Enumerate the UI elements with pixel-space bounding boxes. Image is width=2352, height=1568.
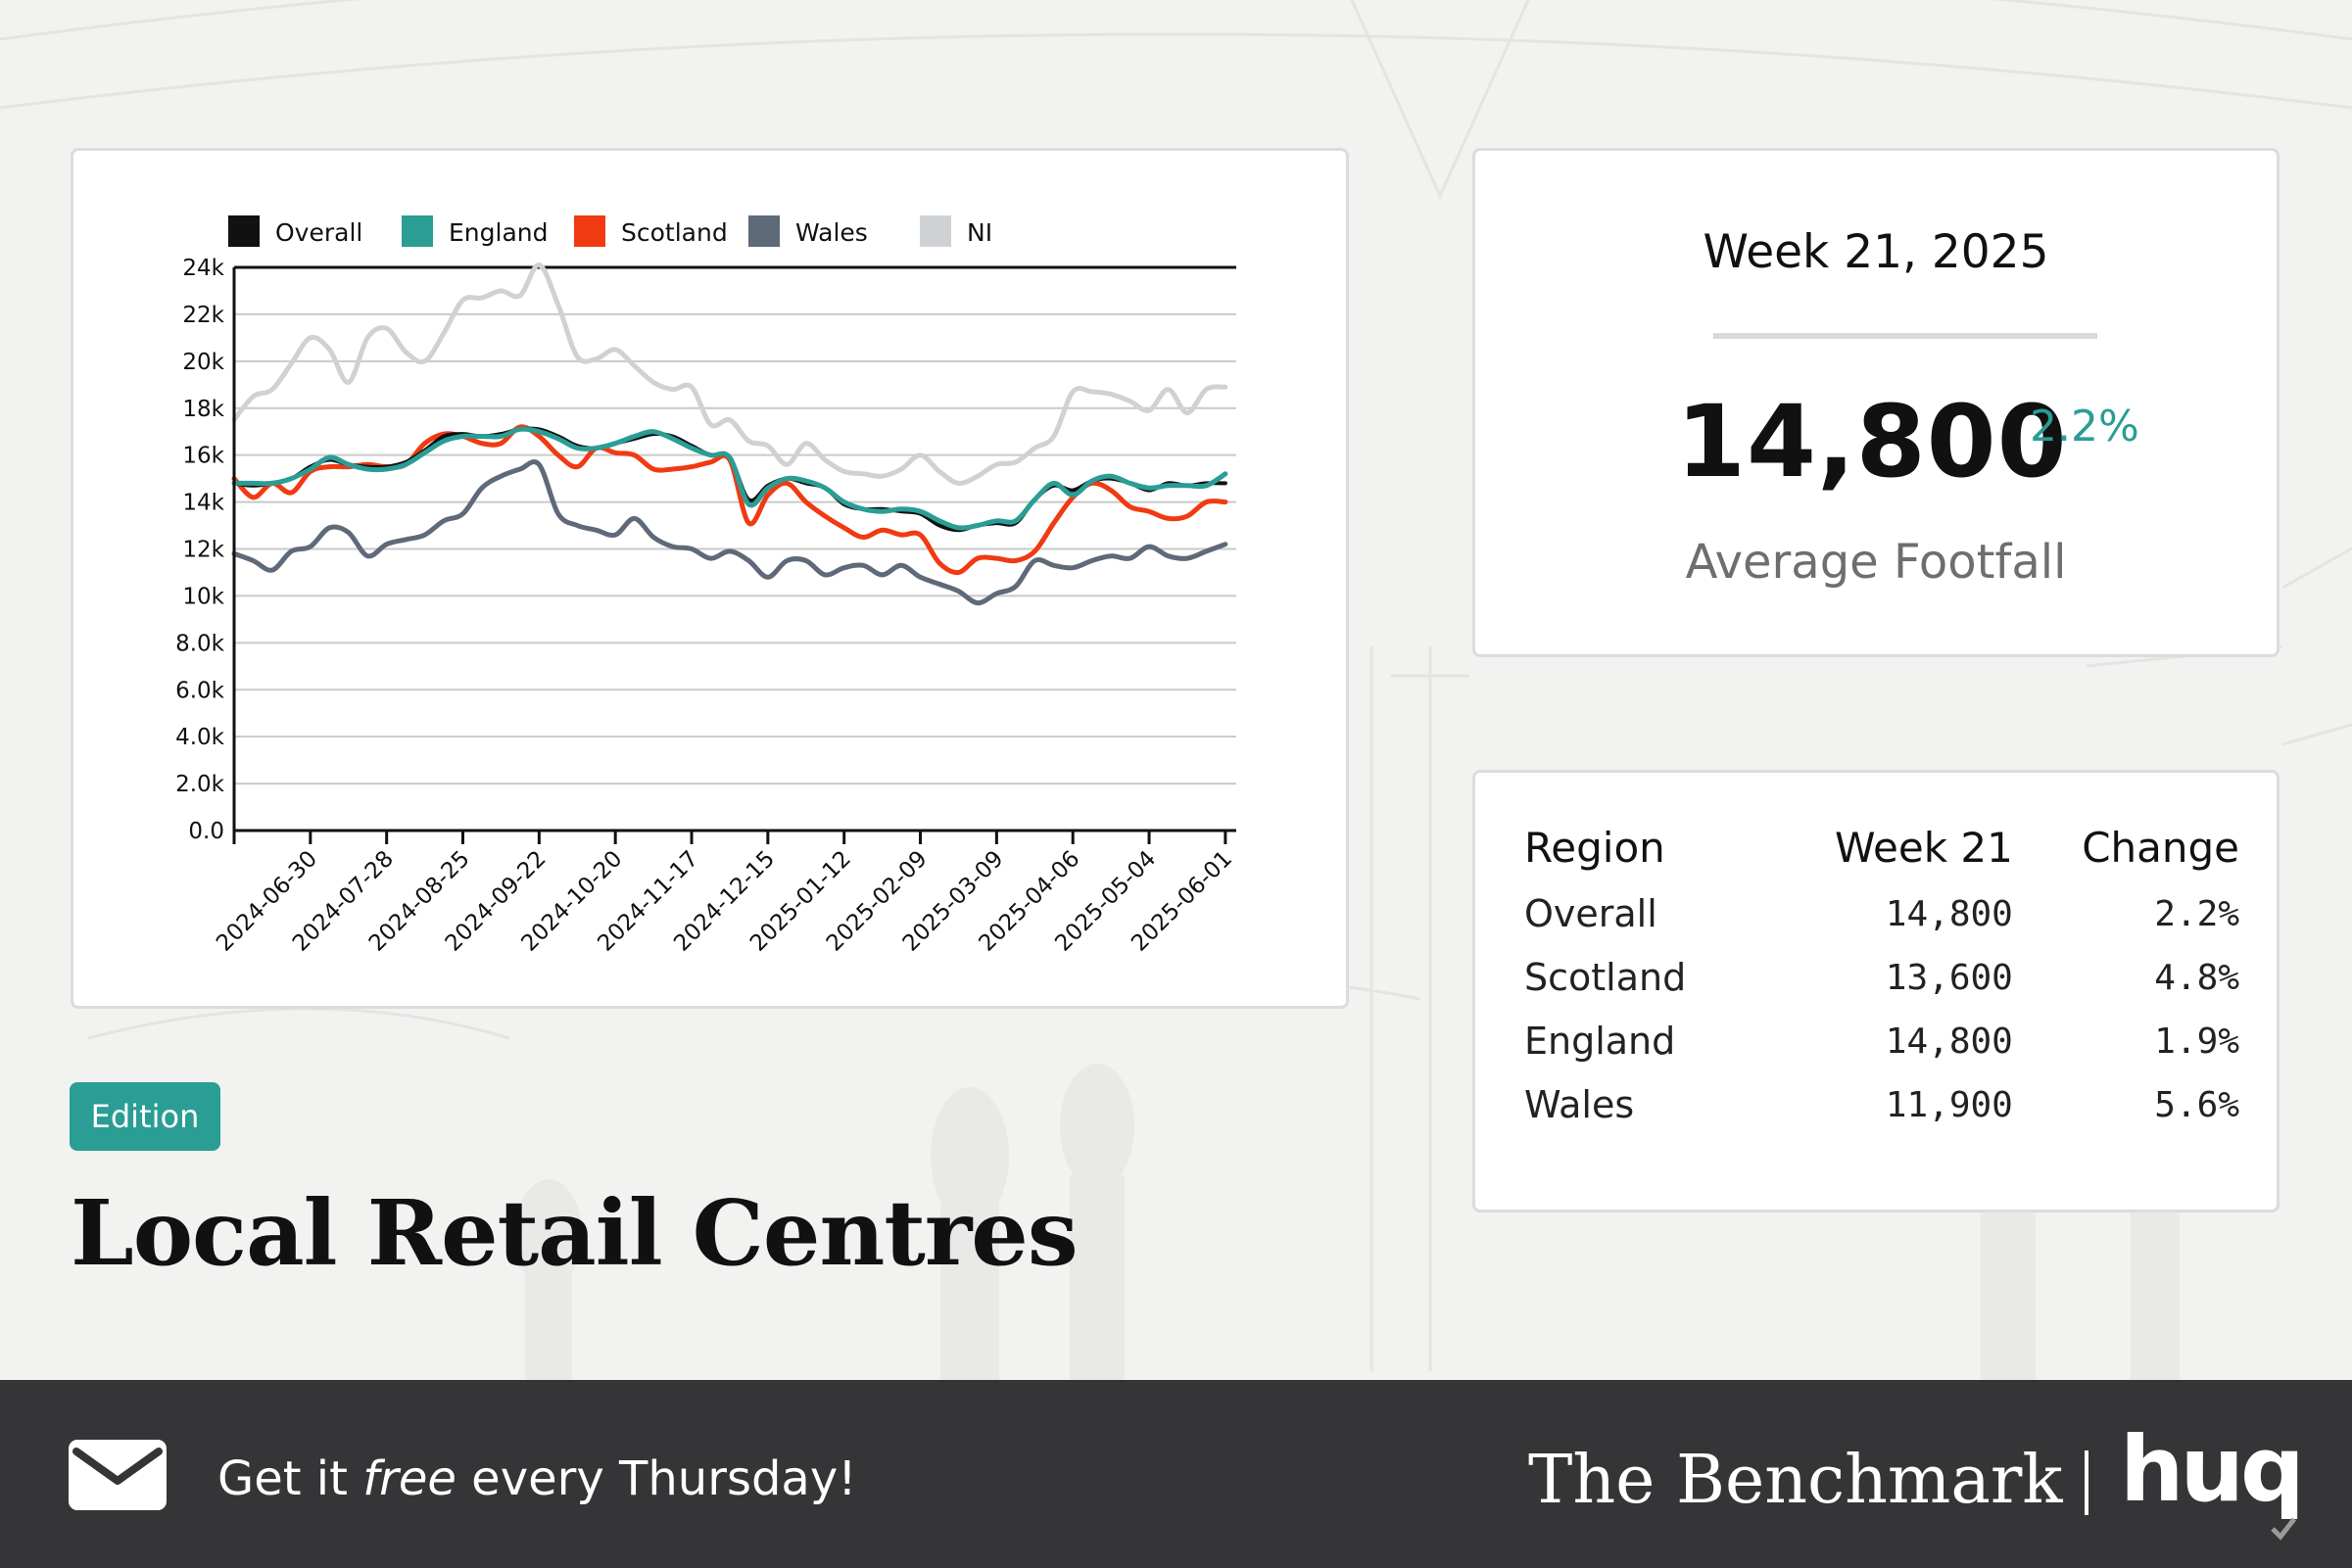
footer-bar: Get it free every Thursday! The Benchmar…	[0, 1380, 2352, 1568]
legend-label: England	[449, 218, 549, 247]
y-tick-label: 18k	[182, 397, 224, 422]
kpi-week-label: Week 21, 2025	[1703, 225, 2049, 279]
series-line-england	[231, 426, 1228, 531]
row-week-value: 14,800	[1885, 1021, 2013, 1062]
row-week-value: 11,900	[1885, 1084, 2013, 1125]
y-tick-label: 2.0k	[175, 772, 225, 797]
row-week-value: 14,800	[1885, 893, 2013, 934]
header-change: Change	[2082, 824, 2239, 872]
y-tick-label: 10k	[182, 584, 224, 609]
region-table-card: Region Week 21 Change Overall 14,800 2.2…	[1472, 770, 2280, 1212]
row-region: Wales	[1524, 1083, 1635, 1126]
kpi-value: 14,800	[1676, 384, 2068, 500]
legend-item-england: England	[402, 215, 549, 247]
legend-swatch	[228, 215, 260, 247]
legend-swatch	[748, 215, 780, 247]
legend-swatch	[402, 215, 433, 247]
page-title: Local Retail Centres	[71, 1180, 1079, 1286]
row-region: England	[1524, 1020, 1676, 1063]
legend-item-ni: NI	[920, 215, 992, 247]
table-header-row: Region Week 21 Change	[1524, 824, 2239, 885]
legend-item-scotland: Scotland	[574, 215, 728, 247]
row-week-value: 13,600	[1885, 957, 2013, 998]
brand-name: The Benchmark	[1528, 1442, 2063, 1519]
series-line-wales	[231, 459, 1228, 606]
series-line-overall	[232, 426, 1227, 533]
row-change: 2.2%	[2154, 893, 2239, 934]
table-row: Overall 14,800 2.2%	[1524, 885, 2239, 949]
kpi-card: Week 21, 2025 14,800 2.2% Average Footfa…	[1472, 148, 2280, 657]
cta-text-pre: Get it	[217, 1451, 363, 1506]
legend-item-wales: Wales	[748, 215, 868, 247]
y-tick-label: 22k	[182, 303, 224, 328]
kpi-label: Average Footfall	[1685, 535, 2067, 590]
row-change: 1.9%	[2154, 1021, 2239, 1062]
table-row: England 14,800 1.9%	[1524, 1013, 2239, 1076]
y-tick-label: 24k	[182, 256, 224, 281]
y-tick-label: 8.0k	[175, 631, 225, 656]
footfall-line-chart: 0.0 2.0k 4.0k 6.0k 8.0k 10k 12k 14k 16k 18k 20k 22k…	[175, 215, 1237, 957]
row-region: Overall	[1524, 892, 1657, 935]
legend-label: Overall	[275, 218, 362, 247]
edition-badge: Edition	[70, 1082, 220, 1151]
chart-card: 0.0 2.0k 4.0k 6.0k 8.0k 10k 12k 14k 16k 18k 20k 22k…	[71, 148, 1349, 1009]
kpi-change: 2.2%	[2030, 402, 2139, 451]
legend-swatch	[574, 215, 605, 247]
cta-text-emphasis: free	[362, 1451, 456, 1506]
y-tick-label: 6.0k	[175, 678, 225, 703]
legend-swatch	[920, 215, 951, 247]
y-tick-label: 14k	[182, 491, 224, 516]
region-table: Region Week 21 Change Overall 14,800 2.2…	[1524, 824, 2239, 1140]
cta-text-post: every Thursday!	[456, 1451, 857, 1506]
header-week: Week 21	[1834, 824, 2013, 872]
row-region: Scotland	[1524, 956, 1687, 999]
legend-label: Wales	[795, 218, 868, 247]
envelope-icon[interactable]	[69, 1440, 167, 1510]
subscribe-cta[interactable]: Get it free every Thursday!	[217, 1451, 856, 1506]
table-row: Scotland 13,600 4.8%	[1524, 949, 2239, 1013]
y-tick-label: 4.0k	[175, 725, 225, 750]
y-tick-label: 12k	[182, 538, 224, 563]
y-tick-label: 20k	[182, 350, 224, 375]
legend-item-overall: Overall	[228, 215, 362, 247]
y-tick-label: 0.0	[188, 819, 224, 844]
legend-label: NI	[967, 218, 992, 247]
kpi-divider	[1713, 333, 2097, 339]
y-tick-label: 16k	[182, 444, 224, 469]
table-row: Wales 11,900 5.6%	[1524, 1076, 2239, 1140]
header-region: Region	[1524, 824, 1665, 872]
row-change: 5.6%	[2154, 1084, 2239, 1125]
row-change: 4.8%	[2154, 957, 2239, 998]
logo-tick-icon	[2271, 1517, 2296, 1541]
legend-label: Scotland	[621, 218, 728, 247]
brand-separator	[2085, 1450, 2088, 1515]
series-line-ni	[231, 262, 1228, 486]
huq-logo: huq	[2120, 1417, 2305, 1522]
